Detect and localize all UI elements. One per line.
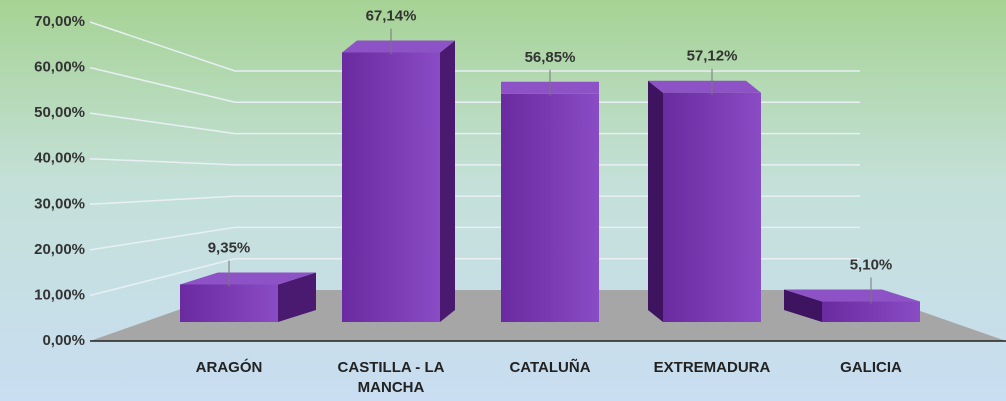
y-tick-label: 10,00%: [34, 286, 85, 303]
bar-top: [784, 289, 920, 302]
data-label: 67,14%: [366, 7, 417, 24]
x-tick-label: CASTILLA - LA MANCHA: [337, 359, 445, 396]
bar-side: [648, 80, 663, 322]
bar-top: [342, 40, 455, 53]
x-tick-label: CATALUÑA: [509, 359, 591, 376]
grid-line: [89, 21, 860, 72]
bar: [822, 301, 920, 322]
bar: [663, 92, 761, 322]
data-label: 5,10%: [850, 256, 893, 273]
x-tick-label: EXTREMADURA: [653, 359, 771, 376]
y-tick-label: 20,00%: [34, 241, 85, 258]
data-label: 57,12%: [687, 48, 738, 65]
bar: [342, 52, 440, 322]
data-label: 9,35%: [208, 239, 251, 256]
bar-side: [278, 272, 316, 322]
y-tick-label: 50,00%: [34, 104, 85, 121]
x-tick-label: GALICIA: [840, 359, 902, 376]
x-tick-label: ARAGÓN: [195, 359, 263, 376]
bar-side: [784, 289, 822, 322]
y-tick-label: 40,00%: [34, 150, 85, 167]
bar-top: [180, 272, 316, 285]
bar: [501, 93, 599, 322]
bar-side: [440, 40, 455, 322]
y-tick-label: 30,00%: [34, 195, 85, 212]
y-tick-label: 60,00%: [34, 59, 85, 76]
bar: [180, 284, 278, 322]
bar-top: [648, 80, 761, 93]
y-tick-label: 0,00%: [42, 332, 85, 349]
y-tick-label: 70,00%: [34, 13, 85, 30]
data-label: 56,85%: [525, 49, 576, 66]
